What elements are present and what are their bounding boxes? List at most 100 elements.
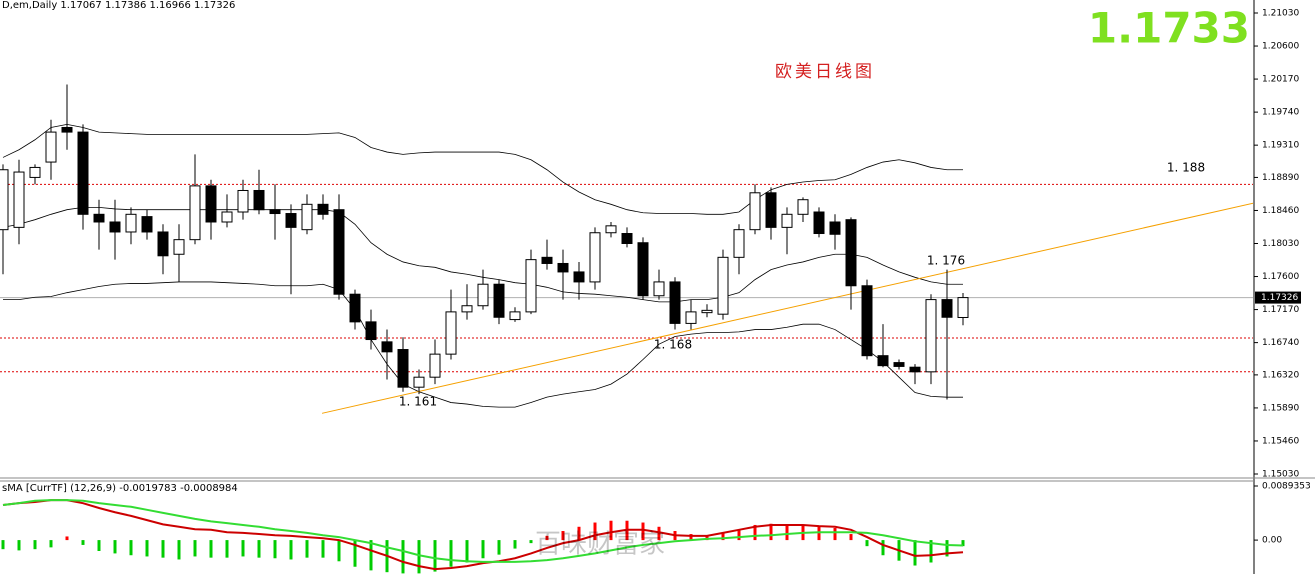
candle-body: [285, 213, 297, 228]
histogram-bar: [161, 540, 165, 558]
candle-body: [13, 171, 25, 228]
candle-body: [253, 189, 265, 211]
candle-body: [909, 366, 921, 373]
y-tick-label: 1.17600: [1262, 272, 1299, 282]
candle-body: [877, 355, 889, 367]
macd-line: [2, 499, 964, 563]
histogram-bar: [273, 540, 277, 559]
y-tick-label: 0.0089353: [1262, 482, 1311, 492]
y-tick-label: 1.15890: [1262, 403, 1299, 413]
big-price: 1.1733: [1088, 4, 1250, 53]
y-tick-label: 1.17170: [1262, 305, 1299, 315]
histogram-bar: [785, 524, 789, 541]
candle-body: [109, 221, 121, 233]
y-tick-label: 1.20600: [1262, 42, 1299, 52]
histogram-bar: [449, 540, 453, 567]
histogram-bar: [49, 540, 53, 548]
histogram-bar: [641, 522, 645, 541]
candle-body: [541, 256, 553, 264]
histogram-bar: [33, 540, 37, 550]
histogram-bar: [737, 529, 741, 541]
y-tick-label: 1.16740: [1262, 338, 1299, 348]
candle-body: [221, 211, 233, 223]
candle-body: [797, 199, 809, 215]
histogram-bar: [417, 540, 421, 574]
histogram-bar: [97, 540, 101, 551]
candle-body: [765, 192, 777, 228]
histogram-bar: [17, 540, 21, 551]
histogram-bar: [689, 534, 693, 541]
annotation: 1. 168: [654, 338, 692, 352]
histogram-bar: [913, 540, 917, 566]
candle-body: [509, 311, 521, 321]
chart-title: 欧美日线图: [775, 62, 875, 82]
histogram-bar: [225, 540, 229, 558]
annotation: 1. 188: [1167, 161, 1205, 175]
candle-body: [525, 259, 537, 313]
y-tick-label: 1.16320: [1262, 370, 1299, 380]
candle-body: [445, 311, 457, 355]
candle-body: [381, 341, 393, 353]
candle-body: [45, 131, 57, 163]
histogram-bar: [289, 540, 293, 560]
histogram-bar: [353, 540, 357, 567]
y-tick-label: 1.21030: [1262, 9, 1299, 19]
histogram-bar: [257, 540, 261, 558]
candle-body: [93, 213, 105, 223]
y-tick-label: 1.18460: [1262, 206, 1299, 216]
histogram-bar: [209, 540, 213, 558]
candle-body: [733, 229, 745, 258]
y-tick-label: 1.18030: [1262, 239, 1299, 249]
band-line: [2, 124, 963, 215]
histogram-bar: [609, 520, 613, 541]
candle-body: [861, 285, 873, 357]
histogram-bar: [129, 540, 133, 556]
candle-body: [237, 189, 249, 213]
histogram-bar: [113, 540, 117, 554]
candle-body: [813, 211, 825, 235]
histogram-bar: [337, 540, 341, 562]
macd-panel: [1, 499, 965, 574]
histogram-bar: [753, 524, 757, 541]
candle-body: [61, 126, 73, 133]
candle-body: [157, 231, 169, 257]
candle-body: [349, 293, 361, 323]
histogram-bar: [497, 540, 501, 555]
histogram-bar: [929, 540, 933, 563]
histogram-bar: [945, 540, 949, 557]
candle-body: [77, 131, 89, 215]
histogram-bar: [721, 532, 725, 541]
candle-body: [269, 209, 281, 215]
histogram-bar: [369, 540, 373, 571]
candle-body: [653, 281, 665, 297]
candle-body: [397, 349, 409, 388]
histogram-bar: [593, 522, 597, 541]
candle-body: [845, 219, 857, 287]
histogram-bar: [241, 540, 245, 557]
candle-body: [893, 362, 905, 367]
histogram-bar: [145, 540, 149, 557]
candle-body: [173, 239, 185, 255]
candle-body: [621, 233, 633, 245]
candle-body: [301, 203, 313, 231]
histogram-bar: [881, 540, 885, 556]
candle-body: [941, 299, 953, 318]
price-badge: [1255, 291, 1301, 304]
candle-body: [29, 166, 41, 178]
histogram-bar: [321, 540, 325, 558]
y-tick-label: 1.20170: [1262, 75, 1299, 85]
y-tick-label: 1.18890: [1262, 173, 1299, 183]
histogram-bar: [65, 536, 69, 541]
candle-body: [493, 283, 505, 318]
candle-body: [717, 256, 729, 315]
macd-line: [2, 499, 964, 571]
histogram-bar: [81, 540, 85, 545]
candle-body: [0, 169, 9, 231]
candle-body: [461, 305, 473, 313]
candle-body: [637, 242, 649, 297]
histogram-bar: [961, 540, 965, 547]
histogram-bar: [769, 523, 773, 541]
histogram-bar: [849, 534, 853, 541]
